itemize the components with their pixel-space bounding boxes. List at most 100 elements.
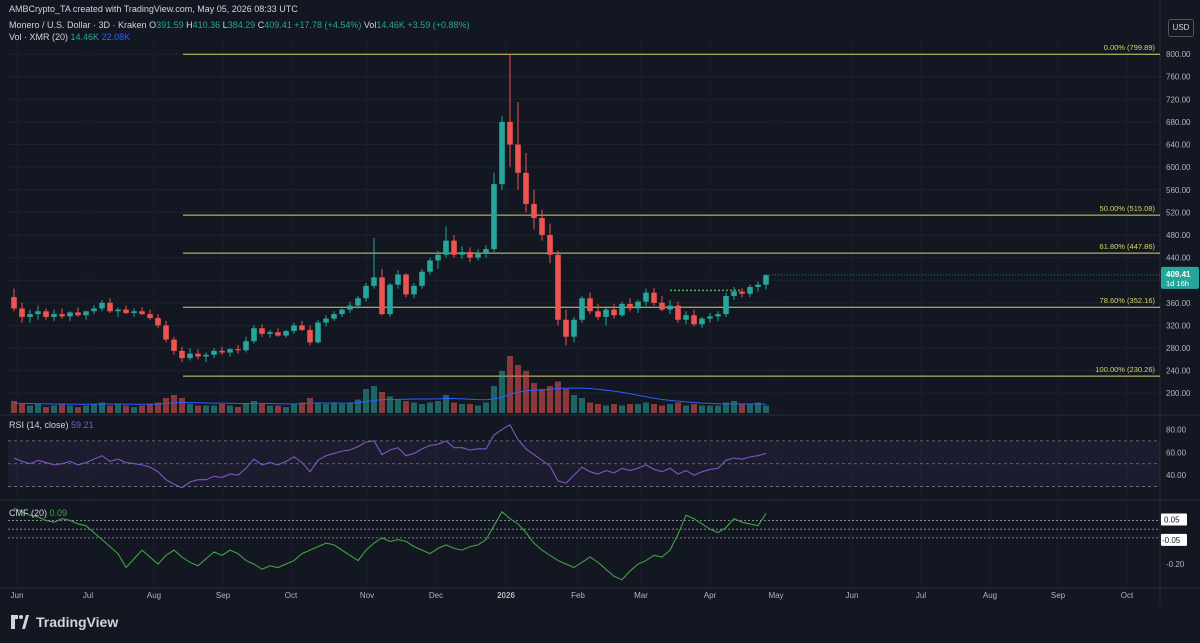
volume-bar xyxy=(107,405,113,413)
volume-bar xyxy=(675,402,681,413)
cmf-badge-upper xyxy=(1161,513,1187,526)
candle-body xyxy=(539,218,545,235)
high-label: H xyxy=(186,20,193,30)
candle-body xyxy=(227,349,233,353)
candle-body xyxy=(395,274,401,285)
candle-body xyxy=(507,121,513,145)
candle-body xyxy=(755,284,761,287)
currency-button[interactable]: USD xyxy=(1168,19,1194,37)
volume-bar xyxy=(659,405,665,413)
candle-body xyxy=(211,350,217,355)
candlestick-series xyxy=(11,54,769,363)
candle-body xyxy=(427,260,433,272)
candle-body xyxy=(531,203,537,219)
volume-bar xyxy=(67,405,73,413)
candle-body xyxy=(603,309,609,317)
date-tick-label: Aug xyxy=(983,591,997,600)
volume-bar xyxy=(403,401,409,413)
candle-body xyxy=(659,302,665,310)
date-tick-label: Mar xyxy=(634,591,648,600)
date-tick-label: Jul xyxy=(916,591,926,600)
volume-bar xyxy=(611,404,617,413)
volume-bar xyxy=(531,383,537,413)
candle-body xyxy=(459,251,465,255)
volume-bar xyxy=(355,399,361,413)
candle-body xyxy=(139,311,145,315)
candle-body xyxy=(635,301,641,309)
volume-bar xyxy=(171,395,177,413)
candle-body xyxy=(571,319,577,337)
candle-body xyxy=(51,314,57,317)
candle-body xyxy=(683,315,689,320)
date-tick-label: 2026 xyxy=(497,591,515,600)
candle-body xyxy=(627,303,633,309)
candle-body xyxy=(59,314,65,317)
volume-bar xyxy=(267,405,273,413)
candle-body xyxy=(763,275,769,285)
tradingview-brand[interactable]: TradingView xyxy=(10,614,118,630)
candle-body xyxy=(123,309,129,313)
fib-level-label: 100.00% (230.26) xyxy=(1095,365,1155,374)
close-value: 409.41 xyxy=(264,20,292,30)
candle-body xyxy=(339,309,345,315)
candle-body xyxy=(739,291,745,294)
brand-name: TradingView xyxy=(36,614,119,630)
volume-bar xyxy=(603,405,609,413)
candle-body xyxy=(75,312,81,316)
price-tick-label: 480.00 xyxy=(1166,231,1191,240)
volume-bar xyxy=(707,405,713,413)
candle-body xyxy=(11,297,17,309)
volume-pane xyxy=(11,356,769,413)
volume-indicator-v1: 14.46K xyxy=(70,32,100,42)
candle-body xyxy=(179,350,185,359)
candle-body xyxy=(619,303,625,316)
candle-body xyxy=(515,144,521,173)
volume-bar xyxy=(643,402,649,413)
high-value: 410.36 xyxy=(192,20,221,30)
candle-body xyxy=(195,353,201,357)
candle-body xyxy=(307,329,313,343)
price-badge-countdown: 1d 16h xyxy=(1166,279,1189,288)
candle-body xyxy=(731,291,737,297)
volume-bar xyxy=(547,386,553,413)
volume-bar xyxy=(419,404,425,413)
price-badge xyxy=(1161,266,1199,289)
volume-bar xyxy=(635,404,641,413)
volume-bar xyxy=(499,371,505,413)
candle-body xyxy=(435,254,441,261)
volume-bar xyxy=(571,395,577,413)
volume-bar xyxy=(259,404,265,413)
price-badge-value: 409.41 xyxy=(1166,270,1191,279)
volume-bar xyxy=(379,392,385,413)
volume-bar xyxy=(11,401,17,413)
candle-body xyxy=(675,305,681,320)
price-tick-label: 440.00 xyxy=(1166,254,1191,263)
cmf-legend: CMF (20) 0.09 xyxy=(9,508,67,518)
candle-body xyxy=(419,271,425,286)
rsi-tick-label: 40.00 xyxy=(1166,471,1187,480)
fib-level-label: 78.60% (352.16) xyxy=(1100,296,1156,305)
candle-body xyxy=(499,121,505,185)
volume-bar xyxy=(147,404,153,413)
volume-bar xyxy=(667,404,673,413)
date-tick-label: Dec xyxy=(429,591,443,600)
cmf-badge-upper-label: 0.05 xyxy=(1164,515,1180,524)
change-value: +17.78 (+4.54%) xyxy=(294,20,362,30)
volume-bar xyxy=(427,402,433,413)
volume-bar xyxy=(411,402,417,413)
candle-body xyxy=(723,296,729,315)
volume-bar xyxy=(131,407,137,413)
candle-body xyxy=(707,316,713,319)
candle-body xyxy=(403,274,409,295)
volume-bar xyxy=(555,381,561,413)
volume-bar xyxy=(651,404,657,413)
volume-bar xyxy=(691,404,697,413)
volume-bar xyxy=(115,404,121,413)
volume-bar xyxy=(43,407,49,413)
candle-body xyxy=(219,350,225,353)
volume-bar xyxy=(307,398,313,413)
volume-bar xyxy=(387,396,393,413)
volume-bar xyxy=(627,404,633,413)
price-tick-label: 320.00 xyxy=(1166,321,1191,330)
